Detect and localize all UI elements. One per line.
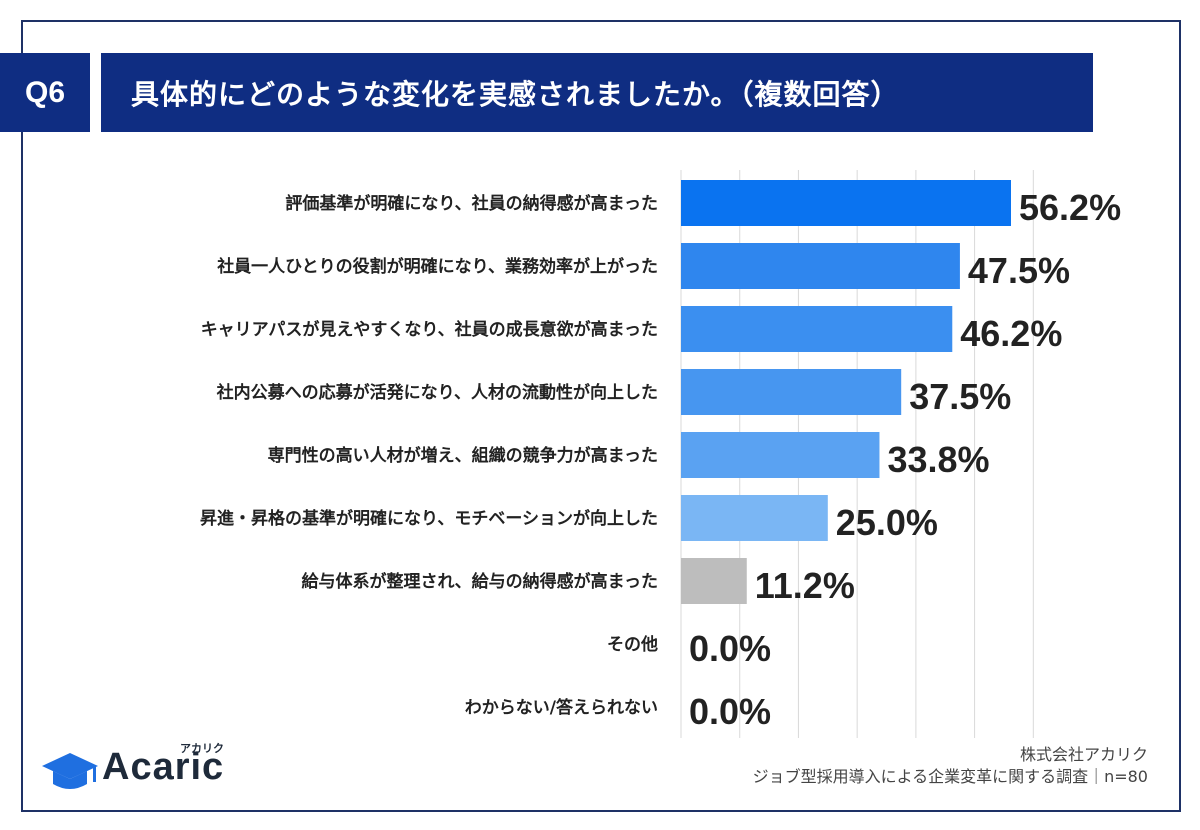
value-label: 0.0%	[689, 628, 771, 669]
bar	[681, 180, 1011, 226]
value-label: 47.5%	[968, 250, 1070, 291]
chart-bars	[681, 180, 1011, 604]
chart-category-labels: 評価基準が明確になり、社員の納得感が高まった社員一人ひとりの役割が明確になり、業…	[200, 193, 658, 718]
category-label: 専門性の高い人材が増え、組織の競争力が高まった	[268, 445, 658, 466]
category-label: キャリアパスが見えやすくなり、社員の成長意欲が高まった	[201, 319, 658, 340]
bar	[681, 495, 828, 541]
category-label: 昇進・昇格の基準が明確になり、モチベーションが向上した	[200, 508, 658, 529]
value-label: 33.8%	[887, 439, 989, 480]
category-label: 社内公募への応募が活発になり、人材の流動性が向上した	[216, 382, 658, 403]
value-label: 0.0%	[689, 691, 771, 732]
value-label: 37.5%	[909, 376, 1011, 417]
question-badge: Q6	[0, 53, 90, 132]
footer-survey: ジョブ型採用導入による企業変革に関する調査｜n=80	[752, 767, 1148, 786]
logo-text: Acaric	[102, 746, 225, 788]
bar	[681, 558, 747, 604]
category-label: わからない/答えられない	[465, 697, 658, 718]
chart-value-labels: 56.2% 47.5% 46.2% 37.5% 33.8% 25.0% 11.2% 0.0% 0…	[689, 187, 1121, 732]
footer: 株式会社アカリク ジョブ型採用導入による企業変革に関する調査｜n=80	[753, 744, 1148, 788]
category-label: 評価基準が明確になり、社員の納得感が高まった	[285, 193, 658, 214]
bar	[681, 306, 953, 352]
outer-frame	[21, 20, 1181, 812]
value-label: 56.2%	[1019, 187, 1121, 228]
logo-kana: アカリク	[180, 742, 224, 755]
acaric-logo: アカリク Acaric	[40, 740, 240, 800]
value-label: 25.0%	[836, 502, 938, 543]
bar	[681, 243, 960, 289]
bar	[681, 432, 880, 478]
value-label: 11.2%	[755, 565, 855, 606]
question-title: 具体的にどのような変化を実感されましたか。（複数回答）	[101, 53, 1093, 132]
category-label: 社員一人ひとりの役割が明確になり、業務効率が上がった	[216, 256, 658, 277]
bar	[681, 369, 902, 415]
mortarboard-icon	[42, 753, 98, 789]
footer-company: 株式会社アカリク	[1019, 745, 1148, 764]
category-label: その他	[607, 634, 658, 655]
category-label: 給与体系が整理され、給与の納得感が高まった	[302, 571, 659, 592]
value-label: 46.2%	[960, 313, 1062, 354]
